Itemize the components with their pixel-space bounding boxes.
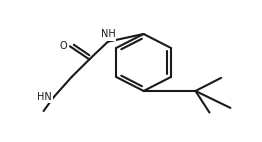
Text: O: O bbox=[60, 41, 68, 51]
Text: NH: NH bbox=[101, 29, 115, 39]
Text: HN: HN bbox=[37, 92, 51, 102]
